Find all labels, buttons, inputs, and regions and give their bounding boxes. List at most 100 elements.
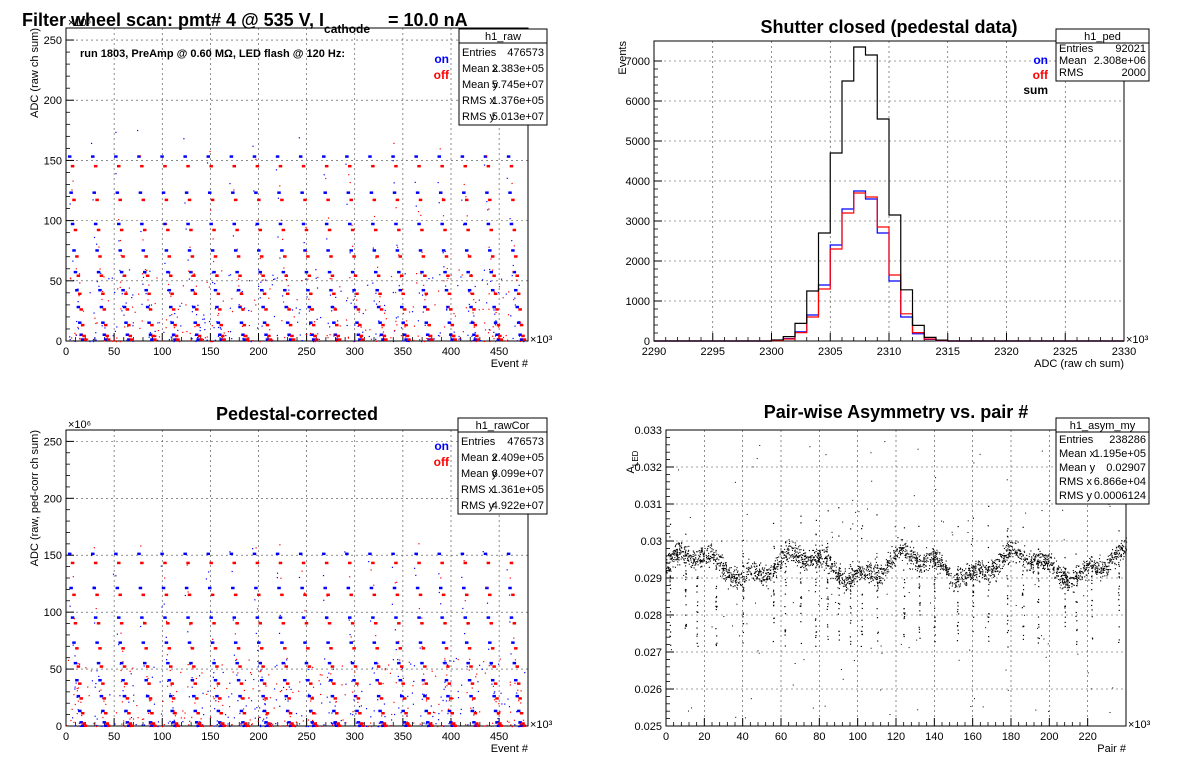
data-point	[117, 222, 121, 226]
data-point	[71, 337, 73, 339]
data-point	[944, 563, 946, 565]
data-point	[1113, 558, 1115, 561]
data-point	[202, 725, 205, 728]
data-point	[715, 549, 717, 552]
data-point	[251, 723, 254, 725]
data-point	[750, 567, 752, 569]
data-point	[417, 335, 419, 337]
data-point	[699, 556, 701, 558]
data-point	[734, 574, 736, 576]
data-point	[1080, 573, 1082, 575]
data-point	[354, 274, 356, 276]
data-point	[83, 338, 88, 341]
data-point	[982, 564, 984, 566]
data-point	[132, 340, 135, 342]
data-point	[975, 569, 977, 571]
data-point	[693, 559, 695, 561]
data-point	[882, 577, 884, 580]
data-point	[327, 622, 332, 625]
data-point	[355, 695, 358, 697]
data-point	[868, 566, 870, 568]
data-point	[268, 674, 270, 676]
y-tick-label: 0.027	[634, 647, 662, 659]
data-point	[471, 320, 473, 322]
data-point	[756, 570, 758, 572]
data-point	[73, 622, 78, 625]
data-point	[1064, 572, 1066, 574]
data-point	[1042, 561, 1044, 563]
data-point	[350, 660, 352, 663]
data-point	[242, 724, 247, 727]
data-point	[147, 709, 151, 713]
data-point	[394, 629, 396, 631]
data-point	[420, 270, 424, 274]
data-point	[353, 340, 355, 343]
data-point	[417, 210, 420, 213]
data-point	[254, 191, 258, 194]
data-point	[425, 333, 430, 336]
data-point	[484, 672, 486, 674]
data-point	[721, 556, 723, 558]
data-point	[435, 723, 437, 725]
data-point	[1005, 554, 1007, 556]
data-point	[353, 699, 355, 701]
data-point	[508, 706, 511, 708]
data-point	[489, 268, 491, 271]
data-point	[130, 716, 133, 719]
data-point	[215, 305, 219, 309]
data-point	[679, 544, 681, 546]
data-point	[240, 725, 242, 727]
data-point	[724, 568, 726, 570]
data-point	[423, 305, 427, 309]
data-point	[231, 723, 233, 726]
data-point	[300, 586, 304, 590]
data-point	[1011, 541, 1013, 544]
data-point	[350, 662, 352, 664]
data-point	[73, 661, 78, 665]
data-point	[1108, 558, 1110, 560]
data-point	[104, 327, 106, 329]
data-point	[182, 710, 184, 712]
data-point	[383, 703, 386, 705]
data-point	[184, 202, 186, 204]
data-point	[737, 584, 739, 586]
data-point	[212, 661, 216, 665]
data-point	[339, 325, 341, 327]
data-point	[718, 559, 720, 561]
data-point	[149, 722, 151, 724]
data-point	[874, 566, 876, 569]
data-point	[303, 641, 307, 644]
data-point	[974, 571, 976, 574]
data-point	[465, 196, 467, 198]
data-point	[1087, 562, 1089, 565]
data-point	[919, 569, 921, 571]
data-point	[221, 339, 223, 341]
data-point	[939, 564, 941, 566]
data-point	[186, 564, 188, 566]
data-point	[1102, 572, 1104, 574]
data-point	[117, 616, 121, 619]
data-point	[970, 573, 972, 575]
data-point	[262, 279, 264, 281]
data-point	[915, 561, 918, 563]
x-tick-label: 140	[925, 731, 943, 743]
data-point	[388, 664, 390, 666]
data-point	[1117, 556, 1119, 558]
data-point	[475, 301, 477, 304]
data-point	[123, 314, 125, 316]
data-point	[1065, 576, 1067, 578]
data-point	[328, 712, 330, 714]
data-point	[916, 570, 918, 572]
data-point	[691, 556, 693, 558]
data-point	[1107, 558, 1109, 561]
data-point	[1008, 553, 1010, 555]
data-point	[473, 714, 475, 716]
data-point	[345, 683, 347, 685]
y-tick-label: 250	[44, 35, 62, 47]
data-point	[368, 552, 372, 556]
data-point	[125, 291, 127, 293]
data-point	[313, 336, 315, 338]
data-point	[447, 277, 449, 280]
data-point	[279, 544, 281, 546]
data-point	[415, 191, 420, 194]
